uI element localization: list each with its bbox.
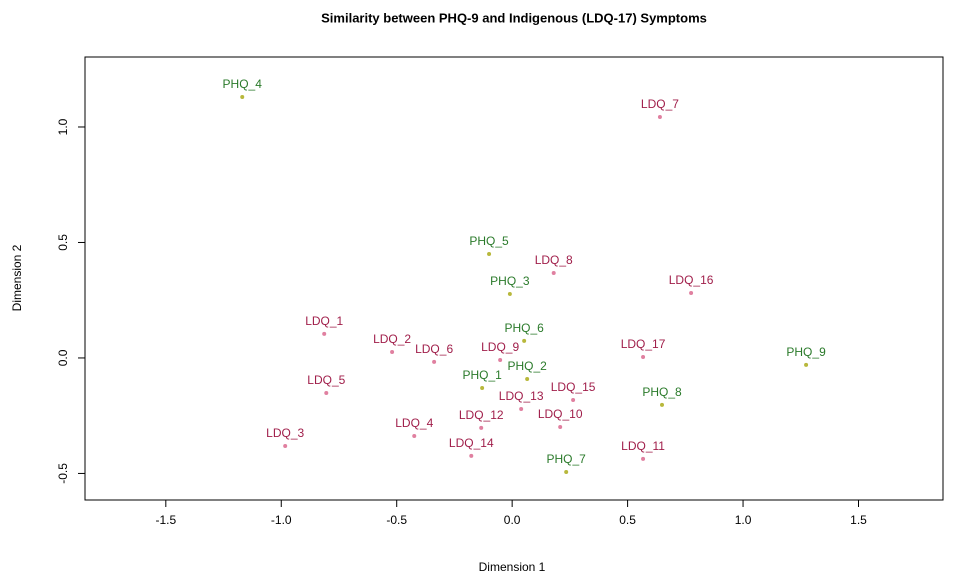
- x-tick-label: 0.5: [619, 513, 636, 527]
- plot-frame: [84, 56, 944, 501]
- point-label: LDQ_4: [395, 416, 433, 430]
- point: [479, 425, 484, 430]
- point: [571, 397, 576, 402]
- point: [641, 456, 646, 461]
- point: [689, 291, 694, 296]
- x-tick-label: 0.0: [504, 513, 521, 527]
- point: [804, 362, 809, 367]
- point: [240, 94, 245, 99]
- y-tick-label: -0.5: [56, 463, 70, 484]
- point-label: PHQ_1: [462, 368, 502, 382]
- point: [660, 402, 665, 407]
- point-label: LDQ_15: [551, 380, 596, 394]
- point: [641, 355, 646, 360]
- x-tick-label: -1.0: [271, 513, 292, 527]
- point-label: LDQ_6: [415, 342, 453, 356]
- point-label: PHQ_8: [642, 385, 682, 399]
- point-label: PHQ_2: [507, 359, 547, 373]
- x-tick-label: -0.5: [386, 513, 407, 527]
- point-label: LDQ_2: [373, 332, 411, 346]
- point: [558, 425, 563, 430]
- point-label: LDQ_11: [621, 439, 665, 453]
- point: [324, 391, 329, 396]
- point: [480, 385, 485, 390]
- x-tick-label: -1.5: [155, 513, 176, 527]
- chart-title: Similarity between PHQ-9 and Indigenous …: [321, 10, 707, 25]
- point: [519, 406, 524, 411]
- x-tick-label: 1.0: [735, 513, 752, 527]
- point-label: PHQ_3: [490, 274, 530, 288]
- point-label: LDQ_14: [449, 436, 494, 450]
- point: [432, 359, 437, 364]
- point: [522, 338, 527, 343]
- point-label: PHQ_9: [786, 345, 826, 359]
- point-label: LDQ_1: [305, 314, 343, 328]
- point-label: LDQ_10: [538, 407, 583, 421]
- point-label: LDQ_16: [669, 273, 714, 287]
- y-axis-label: Dimension 2: [10, 244, 24, 311]
- point-label: LDQ_9: [481, 340, 519, 354]
- point-label: LDQ_7: [641, 97, 679, 111]
- point: [390, 349, 395, 354]
- point: [498, 358, 503, 363]
- point: [322, 331, 327, 336]
- point: [564, 470, 569, 475]
- point: [525, 376, 530, 381]
- x-axis-label: Dimension 1: [479, 560, 546, 574]
- point-label: LDQ_17: [621, 337, 666, 351]
- point-label: LDQ_3: [266, 426, 304, 440]
- point: [469, 453, 474, 458]
- y-tick-label: 0.5: [56, 234, 70, 251]
- point-label: LDQ_13: [499, 389, 544, 403]
- point: [283, 443, 288, 448]
- point: [507, 291, 512, 296]
- point-label: LDQ_8: [535, 253, 573, 267]
- y-tick-label: 0.0: [56, 349, 70, 366]
- point: [551, 270, 556, 275]
- point: [487, 252, 492, 257]
- point: [412, 434, 417, 439]
- point-label: PHQ_4: [223, 77, 263, 91]
- point-label: PHQ_6: [504, 321, 544, 335]
- point-label: LDQ_5: [307, 373, 345, 387]
- point-label: LDQ_12: [459, 408, 504, 422]
- y-tick-label: 1.0: [56, 118, 70, 135]
- point: [657, 115, 662, 120]
- point-label: PHQ_5: [469, 234, 509, 248]
- x-tick-label: 1.5: [850, 513, 867, 527]
- point-label: PHQ_7: [547, 452, 587, 466]
